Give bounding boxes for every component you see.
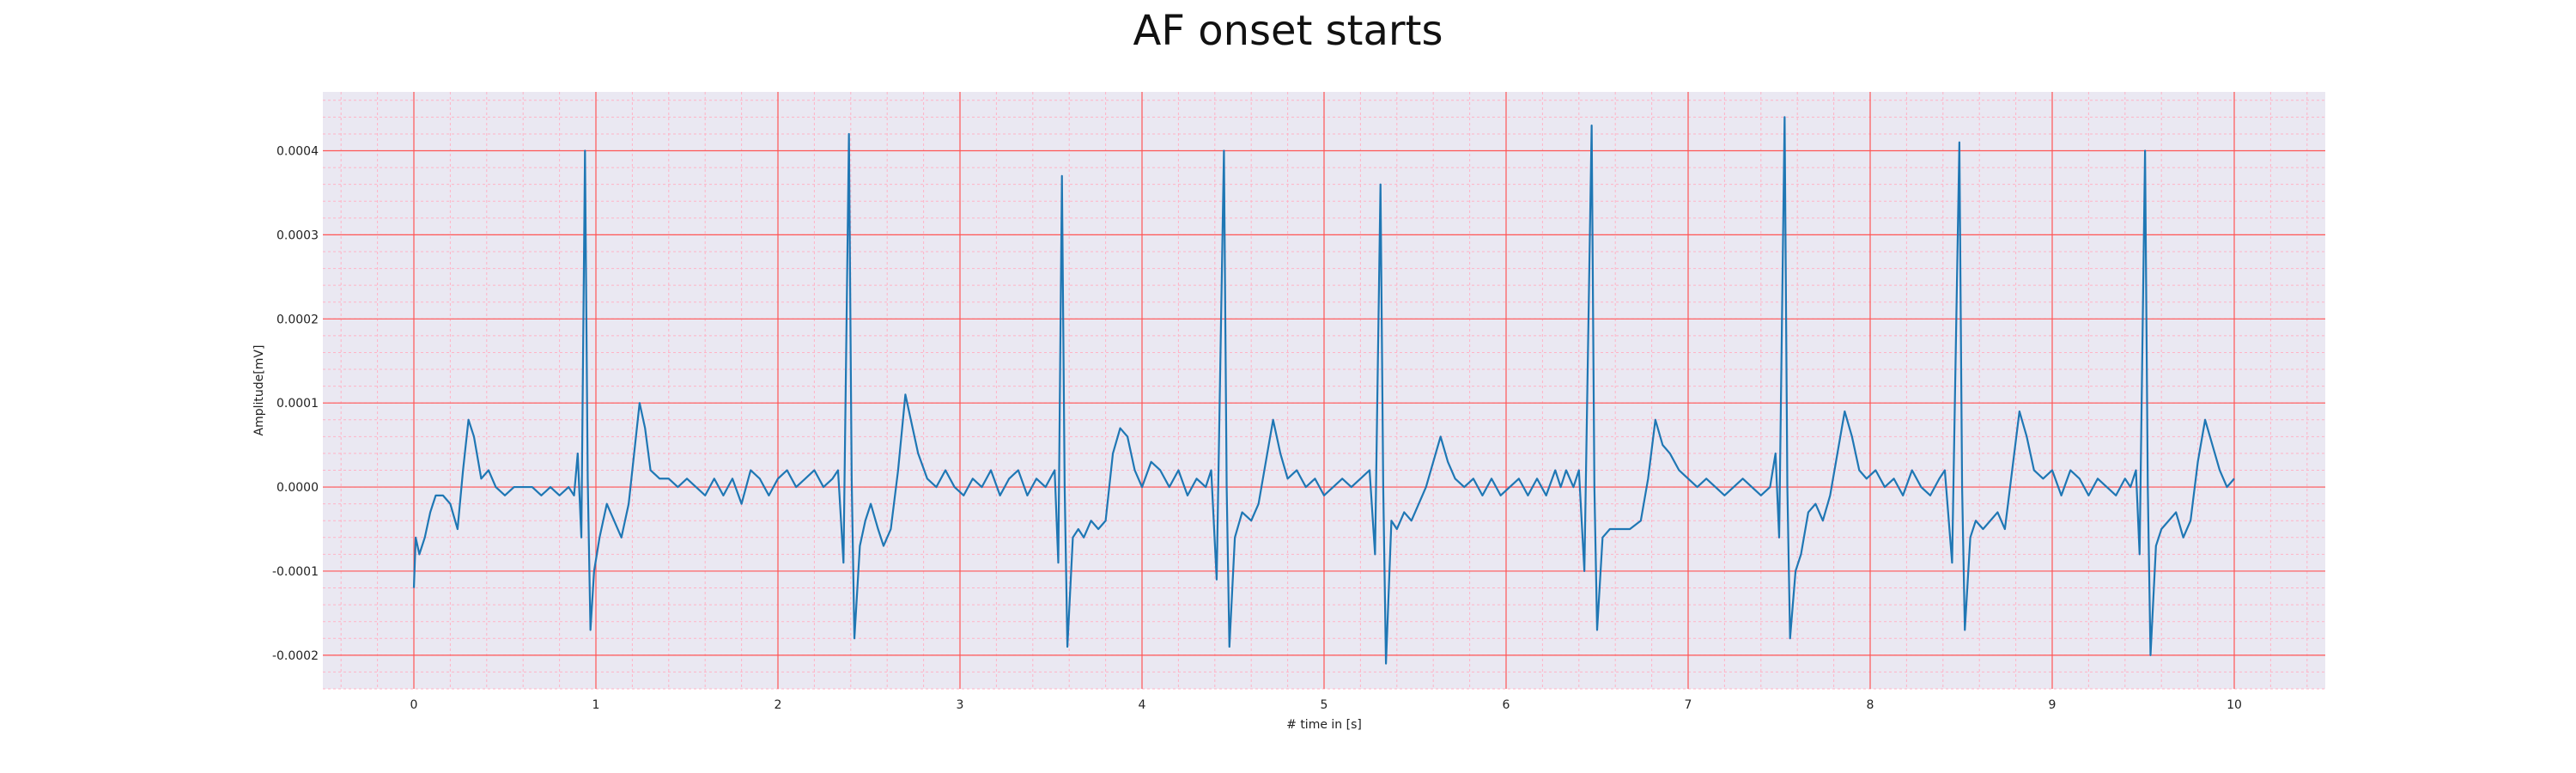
x-tick-label: 7 [1685,698,1692,712]
x-tick-label: 5 [1321,698,1328,712]
x-tick-label: 8 [1867,698,1874,712]
x-tick-label: 1 [592,698,600,712]
x-axis-label: # time in [s] [1286,718,1362,732]
y-axis-ticks: -0.0002 -0.0001 0.0000 0.0001 0.0002 0.0003 0.… [272,145,319,663]
x-tick-label: 0 [410,698,418,712]
major-grid [323,92,2325,689]
x-tick-label: 9 [2049,698,2057,712]
y-axis-label: Amplitude[mV] [252,345,266,436]
x-tick-label: 4 [1139,698,1146,712]
ecg-signal-line [412,116,2235,665]
x-tick-label: 10 [2227,698,2242,712]
y-tick-label: 0.0003 [276,228,319,242]
chart-title: AF onset starts [1133,7,1443,55]
y-tick-label: 0.0004 [276,145,319,159]
y-tick-label: 0.0001 [276,397,319,411]
y-tick-label: 0.0000 [276,481,319,495]
y-tick-label: -0.0001 [272,565,319,579]
y-tick-label: 0.0002 [276,313,319,326]
x-tick-label: 2 [775,698,782,712]
x-axis-ticks: 0 1 2 3 4 5 6 7 8 9 10 [410,698,2242,712]
x-tick-label: 6 [1503,698,1510,712]
y-tick-label: -0.0002 [272,649,319,663]
x-tick-label: 3 [957,698,964,712]
series-layer [412,116,2235,665]
